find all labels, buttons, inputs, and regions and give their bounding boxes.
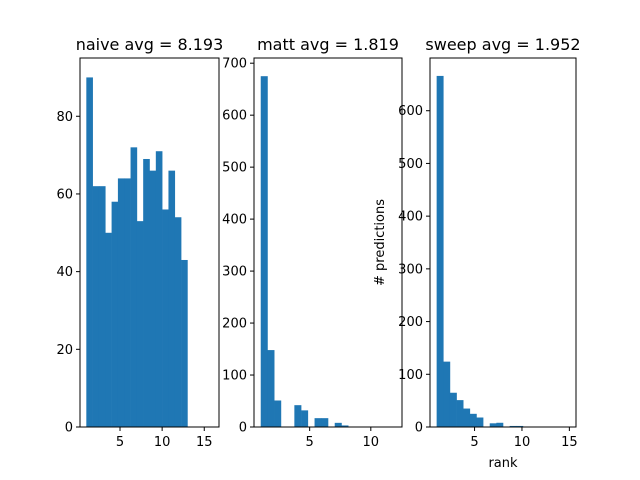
y-tick-label: 300 — [398, 262, 423, 277]
axes-frame — [253, 57, 403, 428]
y-tick-label: 0 — [239, 421, 247, 436]
y-tick-label: 700 — [222, 57, 247, 72]
y-tick-label: 500 — [398, 157, 423, 172]
x-tick-label: 10 — [514, 435, 531, 450]
panel-sweep: 5 10 15 0 100 200 300 400 500 600 sweep avg = 1.95… — [373, 35, 581, 471]
histogram-bar — [341, 425, 349, 427]
histogram-bar — [174, 217, 182, 427]
y-tick-label: 40 — [56, 265, 73, 280]
y-tick-label: 300 — [222, 265, 247, 280]
axes-frame — [79, 57, 220, 428]
histogram-bar — [98, 186, 106, 427]
histogram-bar — [509, 425, 517, 427]
chart-title-sweep: sweep avg = 1.952 — [425, 35, 580, 54]
y-tick-label: 20 — [56, 343, 73, 358]
histogram-bar — [334, 422, 342, 427]
y-tick-label: 200 — [222, 317, 247, 332]
x-tick-label: 5 — [470, 435, 478, 450]
histogram-bar — [456, 400, 464, 427]
panel-naive: 5 10 15 0 20 40 60 80 naive avg = 8.193 — [56, 35, 223, 450]
histogram-bar — [496, 422, 504, 427]
y-tick-label: 100 — [222, 369, 247, 384]
x-tick-label: 10 — [154, 435, 171, 450]
histogram-bar — [105, 232, 112, 427]
histogram-bar — [314, 418, 322, 427]
y-tick-label: 0 — [415, 421, 423, 436]
histogram-bar — [124, 178, 131, 427]
histogram-bar — [143, 158, 150, 428]
x-tick-label: 15 — [196, 435, 213, 450]
histogram-bar — [449, 392, 457, 427]
histogram-bar — [301, 410, 309, 427]
x-tick-label: 10 — [363, 435, 380, 450]
histogram-bar — [162, 209, 169, 427]
y-tick-label: 100 — [398, 368, 423, 383]
histogram-bar — [516, 425, 524, 427]
histogram-bar — [117, 178, 125, 427]
histogram-bar — [130, 147, 138, 427]
histogram-bar — [469, 413, 477, 427]
histogram-bar — [149, 170, 157, 427]
x-tick-label: 15 — [561, 435, 578, 450]
chart-title-naive: naive avg = 8.193 — [76, 35, 224, 54]
histogram-bar — [181, 259, 188, 427]
histogram-bar — [267, 350, 275, 427]
histogram-bar — [111, 201, 119, 427]
y-axis-label: # predictions — [373, 199, 388, 286]
histogram-bar — [168, 170, 176, 427]
histogram-bar — [463, 408, 471, 427]
chart-title-matt: matt avg = 1.819 — [257, 35, 399, 54]
y-tick-label: 0 — [65, 421, 73, 436]
histogram-bar — [260, 76, 268, 427]
histogram-bar — [92, 186, 100, 427]
histogram-bar — [274, 400, 282, 427]
y-tick-label: 600 — [222, 109, 247, 124]
y-tick-label: 80 — [56, 110, 73, 125]
y-tick-label: 500 — [222, 161, 247, 176]
histogram-bar — [476, 417, 484, 427]
axes-frame — [429, 57, 577, 428]
histogram-bar — [86, 77, 93, 428]
histogram-bar — [294, 405, 302, 427]
y-tick-label: 400 — [398, 210, 423, 225]
histogram-bar — [489, 423, 497, 427]
histogram-bar — [436, 75, 444, 428]
histogram-bar — [155, 151, 163, 427]
y-tick-label: 600 — [398, 104, 423, 119]
x-tick-label: 5 — [306, 435, 314, 450]
y-tick-label: 60 — [56, 187, 73, 202]
histogram-bar — [321, 418, 329, 427]
y-tick-label: 200 — [398, 315, 423, 330]
histogram-bar — [136, 221, 144, 427]
histogram-bar — [443, 361, 451, 427]
y-tick-label: 400 — [222, 213, 247, 228]
x-axis-label: rank — [488, 456, 518, 471]
x-tick-label: 5 — [116, 435, 124, 450]
